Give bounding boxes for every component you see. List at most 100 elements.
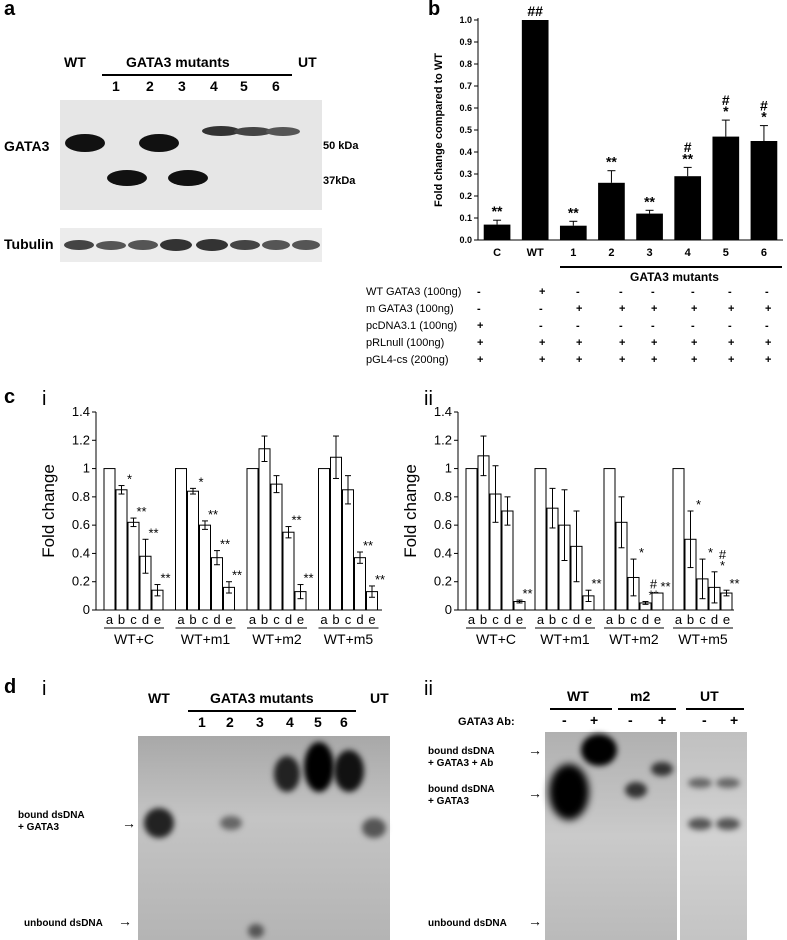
x-tick-label: a <box>468 612 476 627</box>
bar <box>211 557 223 611</box>
emsa-band <box>362 818 386 838</box>
x-tick-label: d <box>356 612 363 627</box>
x-tick-label: 6 <box>761 247 767 259</box>
table-cell: - <box>765 286 769 298</box>
emsa-ii-wt-underline <box>550 708 612 710</box>
bar <box>534 468 547 611</box>
bar <box>354 557 366 611</box>
y-tick-label: 0.2 <box>459 191 472 201</box>
table-row-label: pGL4-cs (200ng) <box>366 354 449 366</box>
significance-label: # <box>722 92 730 108</box>
table-cell: - <box>651 286 655 298</box>
blot-lane-1: 1 <box>112 78 120 94</box>
table-cell: + <box>651 303 658 315</box>
emsa-lane-5: 5 <box>314 714 322 730</box>
y-tick-label: 0.5 <box>459 125 472 135</box>
ab-sign: + <box>658 712 667 728</box>
blot-band <box>168 170 208 186</box>
emsa-unbound-label: unbound dsDNA <box>24 918 103 929</box>
panel-a-letter: a <box>4 0 16 20</box>
significance-label: # <box>719 547 727 562</box>
significance-label: # <box>760 97 768 113</box>
table-cell: + <box>651 337 658 349</box>
blot-ut-label: UT <box>298 54 317 70</box>
blot-band <box>202 126 240 136</box>
table-cell: - <box>765 320 769 332</box>
arrow-right-icon: → <box>118 913 132 929</box>
table-cell: - <box>691 320 695 332</box>
blot-lane-5: 5 <box>240 78 248 94</box>
y-tick-label: 0.1 <box>459 213 472 223</box>
panel-d-letter: d <box>4 676 17 698</box>
bar <box>750 141 778 240</box>
x-tick-label: e <box>585 612 592 627</box>
x-tick-label: c <box>202 612 209 627</box>
emsa-band <box>144 808 174 838</box>
x-tick-label: c <box>561 612 568 627</box>
table-row: m GATA3 (100ng) - - + + + + + + <box>366 303 786 320</box>
y-tick-label: 0 <box>83 602 90 617</box>
significance-label: ** <box>232 568 242 583</box>
y-tick-label: 1.0 <box>459 15 472 25</box>
emsa-gel-ii-right <box>680 732 747 940</box>
blot-band <box>96 241 126 250</box>
emsa-band <box>304 742 334 792</box>
x-tick-label: e <box>154 612 161 627</box>
emsa-mutants-underline <box>188 710 356 712</box>
x-tick-label: d <box>142 612 149 627</box>
group-label: WT+m5 <box>678 631 728 647</box>
bar <box>674 176 702 240</box>
bar <box>483 224 511 240</box>
y-tick-label: 0.4 <box>459 147 472 157</box>
blot-lane-4: 4 <box>210 78 218 94</box>
significance-label: ** <box>363 538 373 553</box>
bar <box>521 20 549 240</box>
significance-label: ** <box>682 150 693 166</box>
arrow-right-icon: → <box>122 815 136 831</box>
blot-band <box>64 240 94 250</box>
x-tick-label: e <box>368 612 375 627</box>
x-tick-label: 1 <box>570 247 576 259</box>
emsa-lane-1: 1 <box>198 714 206 730</box>
group-label: WT+m2 <box>252 631 302 647</box>
table-cell: + <box>691 337 698 349</box>
x-tick-label: e <box>723 612 730 627</box>
y-tick-label: 0.6 <box>72 517 90 532</box>
bar <box>282 531 295 611</box>
bar <box>672 468 685 611</box>
bar <box>318 468 330 611</box>
x-tick-label: 4 <box>685 247 692 259</box>
panel-c-i-label: i <box>42 388 47 410</box>
emsa-ii-bound-label: bound dsDNA + GATA3 <box>428 784 495 807</box>
significance-label: ** <box>303 571 313 586</box>
emsa-bound-label: bound dsDNA + GATA3 <box>18 810 85 833</box>
blot-lane-3: 3 <box>178 78 186 94</box>
significance-label: ** <box>729 576 739 591</box>
panel-b-letter: b <box>428 0 441 20</box>
emsa-band <box>248 924 264 938</box>
group-label: WT+m2 <box>609 631 659 647</box>
x-tick-label: c <box>273 612 280 627</box>
significance-label: ** <box>522 586 532 601</box>
emsa-lane-3: 3 <box>256 714 264 730</box>
blot-gata3-row-label: GATA3 <box>4 138 50 154</box>
significance-label: ** <box>644 193 655 209</box>
bar <box>651 592 664 611</box>
emsa-band <box>274 756 300 792</box>
significance-label: ** <box>591 576 601 591</box>
x-tick-label: b <box>118 612 125 627</box>
y-axis-label: Fold change <box>39 464 58 558</box>
table-cell: + <box>619 303 626 315</box>
emsa-gel-i <box>138 736 390 940</box>
panel-c-letter: c <box>4 386 16 408</box>
significance-label: * <box>696 497 701 512</box>
table-cell: + <box>765 337 772 349</box>
x-tick-label: a <box>106 612 114 627</box>
x-tick-label: c <box>345 612 352 627</box>
table-cell: + <box>477 354 484 366</box>
significance-label: # <box>684 139 692 155</box>
group-label: WT+m5 <box>324 631 374 647</box>
x-tick-label: 5 <box>723 247 729 259</box>
blot-band <box>262 240 290 250</box>
